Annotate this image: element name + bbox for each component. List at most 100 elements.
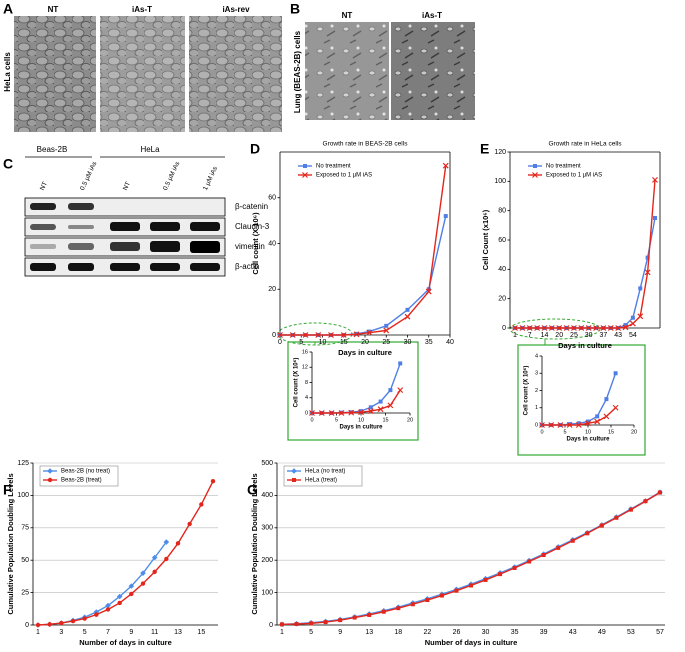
x-tick-label: 25 (382, 339, 390, 346)
x-tick-label: 3 (59, 629, 63, 636)
panel-letter: A (3, 1, 13, 17)
x-tick-label: 22 (423, 629, 431, 636)
marker (623, 323, 628, 328)
x-axis-label: Number of days in culture (79, 638, 172, 647)
x-tick-label: 10 (358, 417, 364, 423)
y-tick-label: 0 (272, 332, 276, 339)
y-axis-label: Cell Count (x10⁶) (481, 209, 490, 270)
legend-box (283, 465, 363, 487)
marker (532, 172, 538, 178)
marker (323, 620, 328, 625)
y-axis-label: Cumulative Population Doubling Levels (250, 473, 259, 614)
marker (338, 618, 343, 623)
x-tick-label: 57 (656, 629, 664, 636)
band-label: β-catenin (235, 202, 268, 211)
marker (645, 255, 650, 260)
y-axis-label: Cumulative Population Doubling Levels (6, 473, 15, 614)
micrograph (189, 16, 282, 132)
marker (368, 405, 373, 410)
x-tick-label: 35 (511, 629, 519, 636)
marker (47, 477, 53, 483)
x-tick-label: 10 (319, 339, 327, 346)
legend-label: HeLa (no treat) (305, 469, 345, 475)
marker (303, 164, 307, 168)
x-tick-label: 1 (513, 332, 517, 339)
lane-label: 1 µM iAs (202, 165, 219, 192)
marker (563, 325, 570, 331)
x-tick-label: 0 (310, 417, 313, 423)
lane-label: 0.5 µM iAs (162, 160, 182, 192)
marker (566, 422, 573, 428)
marker (140, 570, 146, 576)
series-line (312, 389, 401, 414)
marker (567, 422, 572, 427)
marker (151, 554, 158, 561)
marker (302, 172, 308, 178)
y-tick-label: 60 (268, 195, 276, 202)
marker (404, 313, 411, 320)
x-tick-label: 26 (453, 629, 461, 636)
row-label: HeLa cells (3, 52, 12, 92)
marker (556, 325, 563, 331)
marker (302, 332, 309, 338)
marker (483, 577, 488, 582)
x-tick-label: 1 (36, 629, 40, 636)
y-tick-label: 75 (21, 525, 29, 532)
marker (630, 315, 635, 320)
marker (348, 409, 355, 416)
y-tick-label: 20 (268, 286, 276, 293)
panel-letter: F (3, 482, 12, 498)
x-tick-label: 37 (600, 332, 608, 339)
marker (442, 162, 449, 169)
column-label: iAs-rev (222, 5, 250, 14)
marker (643, 499, 648, 504)
marker (309, 621, 314, 626)
marker (571, 325, 577, 331)
marker (328, 332, 334, 338)
y-tick-label: 1 (535, 405, 538, 411)
marker (469, 583, 473, 588)
x-tick-label: 53 (627, 629, 635, 636)
marker (105, 607, 111, 612)
marker (622, 324, 629, 331)
x-tick-label: 15 (340, 339, 348, 346)
band-label: β-actin (235, 262, 259, 271)
y-tick-label: 40 (268, 240, 276, 247)
y-axis-label: Cell count (X 10⁶) (524, 366, 530, 416)
marker (644, 269, 651, 276)
y-tick-label: 50 (21, 557, 29, 564)
marker (338, 410, 345, 416)
group-label: Beas-2B (37, 145, 68, 154)
marker (396, 606, 401, 611)
group-label: HeLa (140, 145, 160, 154)
x-axis-label: Number of days in culture (425, 638, 518, 647)
x-tick-label: 15 (382, 417, 388, 423)
x-tick-label: 9 (338, 629, 342, 636)
marker (289, 332, 296, 338)
y-tick-label: 20 (498, 296, 506, 303)
x-tick-label: 5 (563, 429, 566, 435)
marker (613, 371, 618, 376)
marker (367, 329, 372, 334)
marker (541, 325, 548, 331)
column-label: NT (48, 5, 59, 14)
x-tick-label: 0 (278, 339, 282, 346)
marker (539, 422, 545, 428)
marker (398, 361, 403, 366)
marker (318, 410, 325, 416)
marker (152, 569, 157, 575)
marker (353, 331, 360, 338)
marker (117, 600, 122, 606)
marker (615, 325, 622, 331)
marker (377, 406, 384, 413)
x-axis-label: Days in culture (338, 348, 392, 357)
marker (70, 618, 76, 624)
marker (381, 609, 386, 614)
x-tick-label: 13 (365, 629, 373, 636)
x-tick-label: 20 (361, 339, 369, 346)
y-tick-label: 3 (535, 371, 538, 377)
marker (105, 602, 111, 609)
marker (585, 420, 591, 427)
y-tick-label: 100 (261, 589, 273, 596)
inset-frame (287, 341, 419, 441)
